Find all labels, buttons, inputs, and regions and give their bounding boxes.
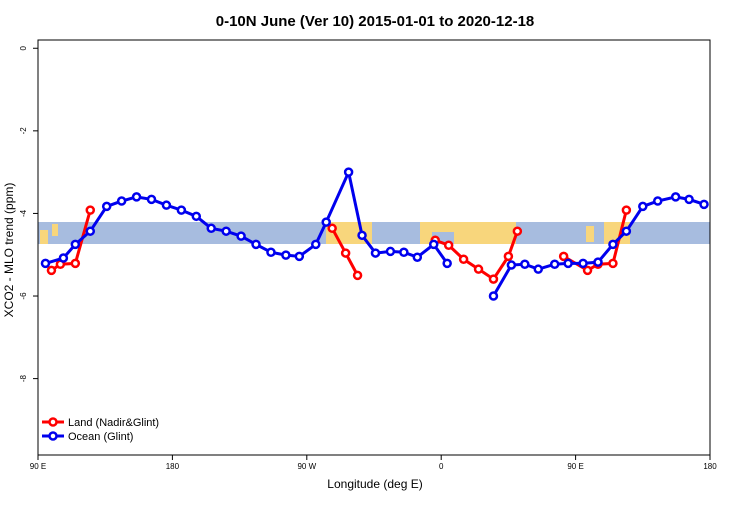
point (70, 258, 81, 269)
point (294, 251, 305, 262)
point (621, 205, 632, 215)
point (343, 167, 354, 177)
y-tick-label: -8 (19, 375, 28, 383)
point (621, 226, 632, 236)
point (412, 252, 423, 262)
point (582, 265, 593, 276)
x-tick-label: 90 W (297, 462, 316, 471)
plot-frame (37, 39, 711, 456)
x-tick-label: 180 (703, 462, 717, 471)
point (327, 223, 337, 234)
point (549, 259, 560, 269)
point (506, 260, 517, 270)
point (608, 239, 618, 250)
point (503, 251, 514, 262)
point (221, 226, 231, 236)
point (563, 258, 573, 269)
point (191, 211, 202, 222)
legend-label: Land (Nadir&Glint) (68, 417, 159, 429)
chart-title: 0-10N June (Ver 10) 2015-01-01 to 2020-1… (216, 13, 535, 30)
point (236, 231, 246, 241)
x-tick-label: 0 (439, 462, 444, 471)
y-tick-label: -6 (19, 292, 28, 300)
point (638, 201, 648, 212)
y-tick-label: -2 (19, 127, 28, 135)
point (40, 258, 51, 269)
point (357, 230, 367, 241)
point (699, 199, 709, 210)
point (266, 247, 276, 257)
point (146, 194, 157, 205)
point (488, 274, 499, 284)
point (670, 192, 681, 202)
point (251, 239, 261, 250)
point (70, 239, 81, 250)
point (652, 196, 663, 206)
point (85, 205, 96, 215)
point (176, 205, 187, 215)
point (473, 264, 484, 274)
x-tick-label: 90 E (30, 462, 46, 471)
point (161, 200, 172, 210)
point (131, 192, 142, 202)
point (428, 239, 439, 250)
point (520, 259, 530, 269)
point (206, 223, 216, 234)
point (443, 240, 454, 250)
point (46, 265, 57, 276)
point (321, 217, 331, 227)
legend-marker (48, 417, 58, 427)
y-tick-label: -4 (19, 209, 28, 217)
point (512, 226, 523, 236)
point (458, 254, 469, 265)
point (116, 196, 127, 206)
point (370, 248, 381, 258)
map-strip (38, 222, 710, 244)
point (593, 257, 603, 267)
point (533, 264, 544, 274)
legend-label: Ocean (Glint) (68, 431, 133, 443)
point (58, 253, 69, 263)
point (340, 248, 351, 258)
point (399, 247, 409, 257)
legend-marker (48, 431, 58, 441)
point (101, 201, 112, 212)
point (281, 250, 291, 260)
point (442, 258, 452, 269)
point (488, 291, 499, 301)
point (558, 251, 569, 262)
point (578, 258, 588, 269)
x-tick-label: 180 (166, 462, 180, 471)
x-axis-label: Longitude (deg E) (327, 477, 422, 491)
y-tick-label: 0 (19, 45, 28, 50)
y-axis-label: XCO2 - MLO trend (ppm) (2, 183, 16, 318)
point (385, 246, 396, 257)
x-tick-label: 90 E (567, 462, 583, 471)
point (608, 258, 618, 269)
point (311, 239, 321, 250)
point (85, 226, 96, 236)
point (684, 194, 694, 205)
point (352, 270, 363, 281)
